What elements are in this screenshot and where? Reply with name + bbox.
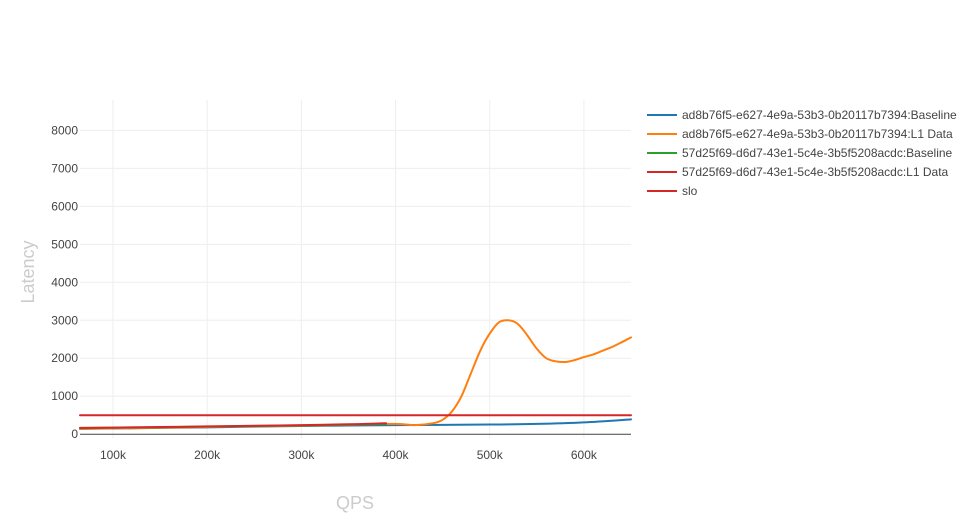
y-tick-label: 2000 xyxy=(51,351,78,365)
y-tick-label: 1000 xyxy=(51,389,78,403)
grid xyxy=(80,100,631,438)
series-layer xyxy=(79,319,632,430)
legend-label: 57d25f69-d6d7-43e1-5c4e-3b5f5208acdc:Bas… xyxy=(682,146,953,160)
legend-label: 57d25f69-d6d7-43e1-5c4e-3b5f5208acdc:L1 … xyxy=(682,165,949,179)
legend: ad8b76f5-e627-4e9a-53b3-0b20117b7394:Bas… xyxy=(647,108,957,198)
y-axis-title: Latency xyxy=(18,240,38,303)
y-tick-label: 0 xyxy=(71,427,78,441)
x-axis-title: QPS xyxy=(336,493,374,513)
x-tick-label: 300k xyxy=(288,448,315,462)
y-tick-label: 6000 xyxy=(51,199,78,213)
y-axis-ticks: 0 1000 2000 3000 4000 5000 6000 7000 8000 xyxy=(51,123,78,441)
y-tick-label: 5000 xyxy=(51,237,78,251)
legend-item[interactable]: 57d25f69-d6d7-43e1-5c4e-3b5f5208acdc:Bas… xyxy=(647,146,953,160)
series-line-3 xyxy=(79,422,388,429)
legend-label: slo xyxy=(682,184,698,198)
y-tick-label: 7000 xyxy=(51,161,78,175)
legend-item[interactable]: 57d25f69-d6d7-43e1-5c4e-3b5f5208acdc:L1 … xyxy=(647,165,949,179)
y-tick-label: 4000 xyxy=(51,275,78,289)
legend-label: ad8b76f5-e627-4e9a-53b3-0b20117b7394:L1 … xyxy=(682,127,953,141)
x-axis-ticks: 100k 200k 300k 400k 500k 600k xyxy=(100,448,598,462)
x-tick-label: 500k xyxy=(477,448,504,462)
legend-item[interactable]: ad8b76f5-e627-4e9a-53b3-0b20117b7394:Bas… xyxy=(647,108,957,122)
x-tick-label: 200k xyxy=(194,448,221,462)
y-tick-label: 3000 xyxy=(51,313,78,327)
legend-item[interactable]: ad8b76f5-e627-4e9a-53b3-0b20117b7394:L1 … xyxy=(647,127,953,141)
x-tick-label: 400k xyxy=(383,448,410,462)
x-tick-label: 600k xyxy=(571,448,598,462)
series-line-1 xyxy=(79,319,632,430)
x-tick-label: 100k xyxy=(100,448,127,462)
y-tick-label: 8000 xyxy=(51,123,78,137)
legend-item[interactable]: slo xyxy=(647,184,698,198)
legend-label: ad8b76f5-e627-4e9a-53b3-0b20117b7394:Bas… xyxy=(682,108,957,122)
